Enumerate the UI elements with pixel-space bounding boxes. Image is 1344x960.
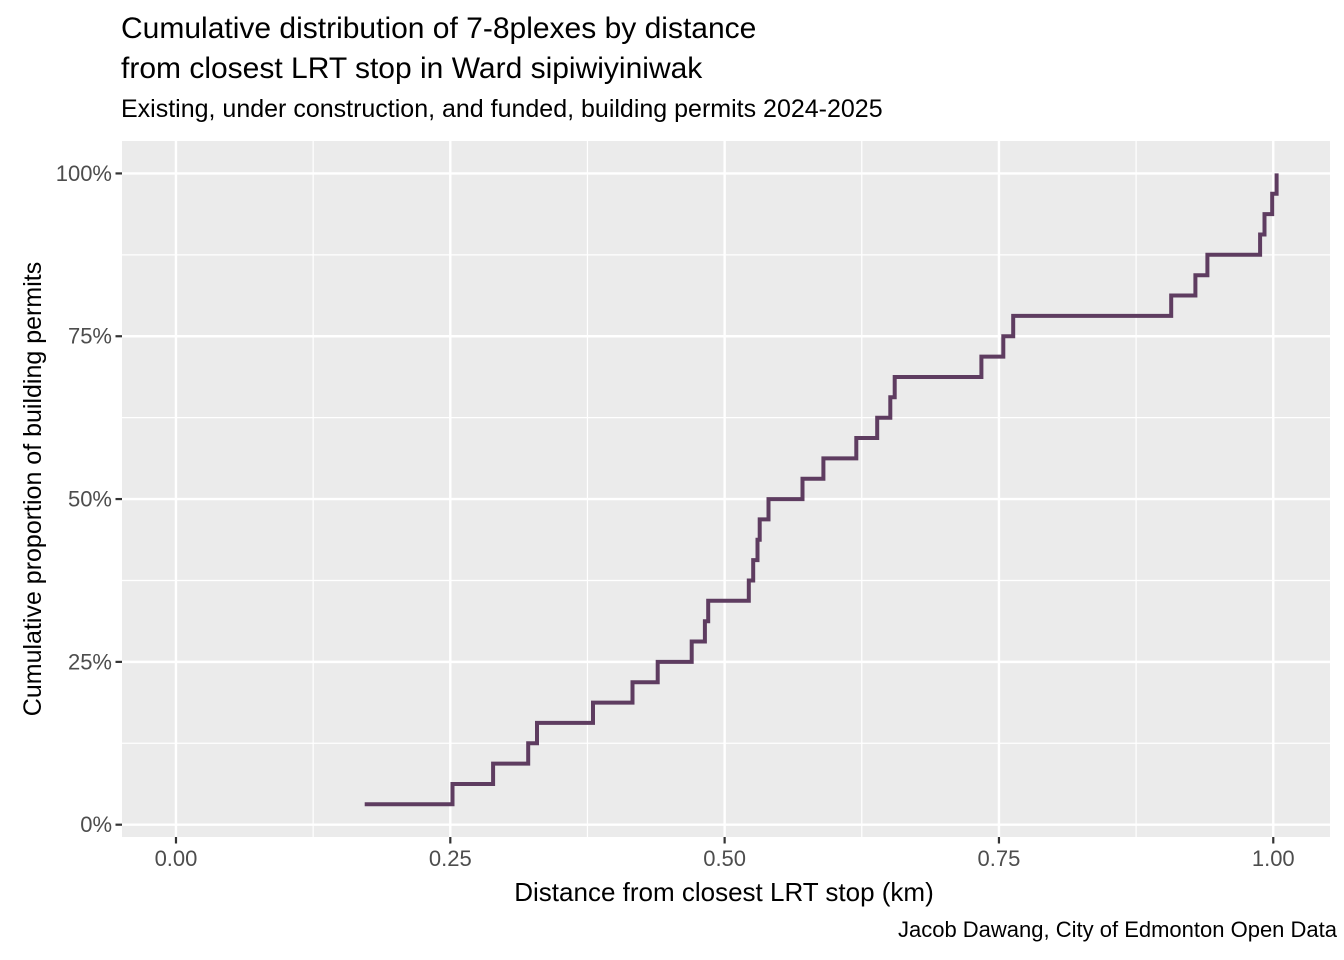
y-axis-tick-label: 75% [68, 324, 112, 349]
x-axis-tick-label: 0.00 [155, 846, 198, 871]
x-axis-tick-label: 1.00 [1252, 846, 1295, 871]
y-axis-tick-label: 100% [56, 161, 112, 186]
x-axis-tick-label: 0.50 [703, 846, 746, 871]
chart-title: Cumulative distribution of 7-8plexes by … [121, 9, 756, 89]
x-axis-tick-label: 0.75 [978, 846, 1021, 871]
panel-background [122, 141, 1330, 837]
y-axis-tick-label: 50% [68, 487, 112, 512]
y-axis-title: Cumulative proportion of building permit… [19, 261, 47, 717]
chart-title-line2: from closest LRT stop in Ward sipiwiyini… [121, 52, 703, 85]
chart-caption: Jacob Dawang, City of Edmonton Open Data [897, 917, 1337, 942]
y-axis-tick-label: 0% [80, 812, 112, 837]
x-axis-title: Distance from closest LRT stop (km) [514, 877, 934, 907]
chart-title-line1: Cumulative distribution of 7-8plexes by … [121, 12, 757, 45]
ecdf-line [364, 173, 1279, 807]
chart-subtitle: Existing, under construction, and funded… [121, 95, 883, 123]
y-axis-tick-label: 25% [68, 649, 112, 674]
x-axis-tick-label: 0.25 [429, 846, 472, 871]
